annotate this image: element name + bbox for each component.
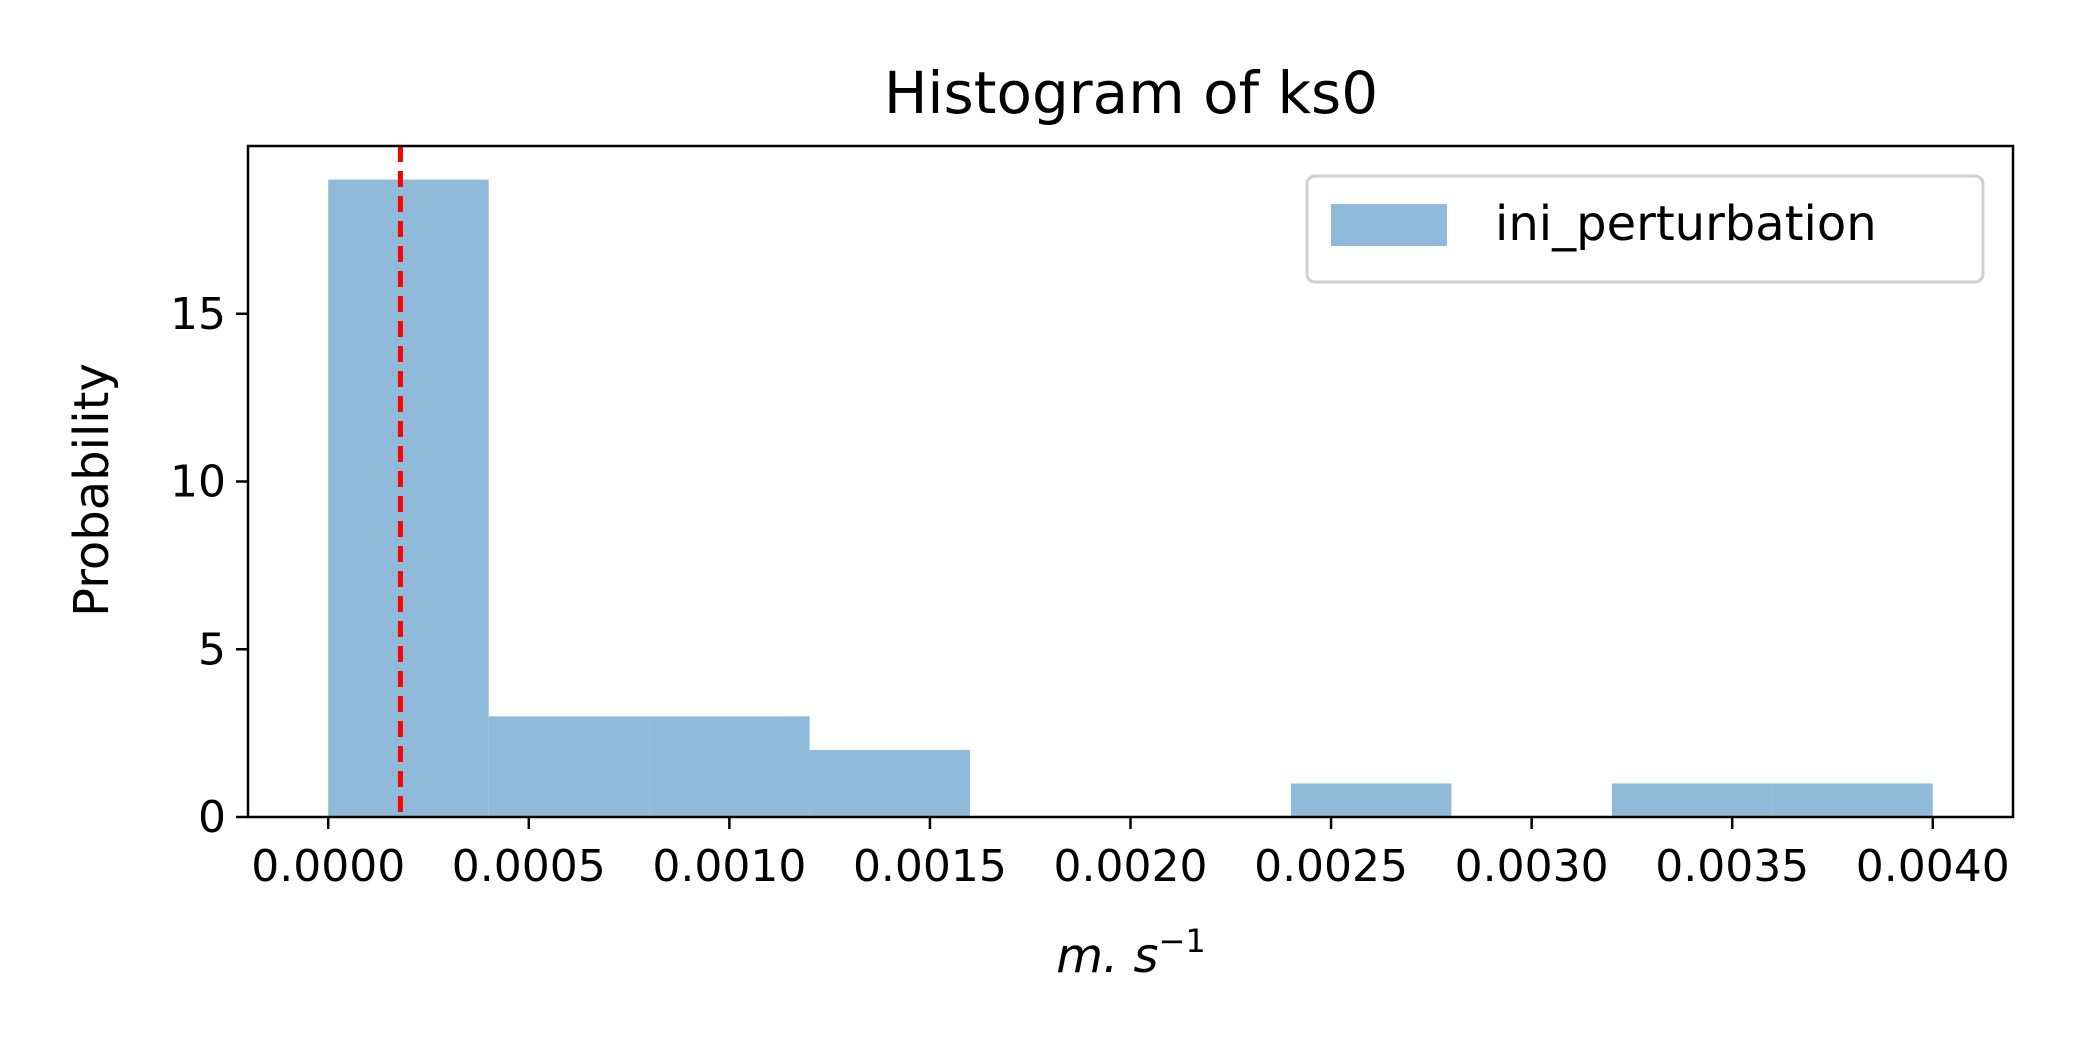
x-tick-label: 0.0040 — [1856, 841, 2010, 892]
y-axis-ticks: 0 5 10 15 — [170, 289, 248, 843]
histogram-bar — [649, 716, 810, 817]
y-tick-label: 15 — [170, 289, 226, 340]
bars-group — [328, 179, 1933, 818]
x-tick-label: 0.0025 — [1254, 841, 1408, 892]
y-axis-label: Probability — [64, 363, 120, 617]
x-tick-label: 0.0015 — [853, 841, 1007, 892]
x-axis-label-base: m. s — [1056, 928, 1158, 984]
legend: ini_perturbation — [1305, 174, 1985, 284]
legend-label: ini_perturbation — [1495, 196, 1877, 252]
y-tick-label: 0 — [198, 792, 226, 843]
histogram-bar — [488, 716, 650, 817]
x-tick-label: 0.0020 — [1054, 841, 1208, 892]
histogram-bar — [809, 749, 971, 817]
y-tick-label: 5 — [198, 624, 226, 675]
legend-box — [1305, 174, 1985, 284]
x-tick-label: 0.0035 — [1655, 841, 1809, 892]
x-axis-label: m. s−1 — [1056, 922, 1205, 984]
y-tick-label: 10 — [170, 457, 226, 508]
histogram-bar — [1611, 783, 1773, 817]
x-axis-ticks: 0.0000 0.0005 0.0010 0.0015 0.0020 0.0025 0.00… — [251, 817, 2010, 892]
chart-title: Histogram of ks0 — [884, 59, 1378, 127]
histogram-bar — [1290, 783, 1452, 817]
histogram-bar — [328, 179, 489, 818]
x-tick-label: 0.0030 — [1455, 841, 1609, 892]
x-axis-label-superscript: −1 — [1159, 922, 1206, 960]
histogram-bar — [1772, 783, 1933, 817]
legend-swatch — [1331, 204, 1447, 246]
x-tick-label: 0.0005 — [452, 841, 606, 892]
x-tick-label: 0.0000 — [251, 841, 405, 892]
x-tick-label: 0.0010 — [652, 841, 806, 892]
